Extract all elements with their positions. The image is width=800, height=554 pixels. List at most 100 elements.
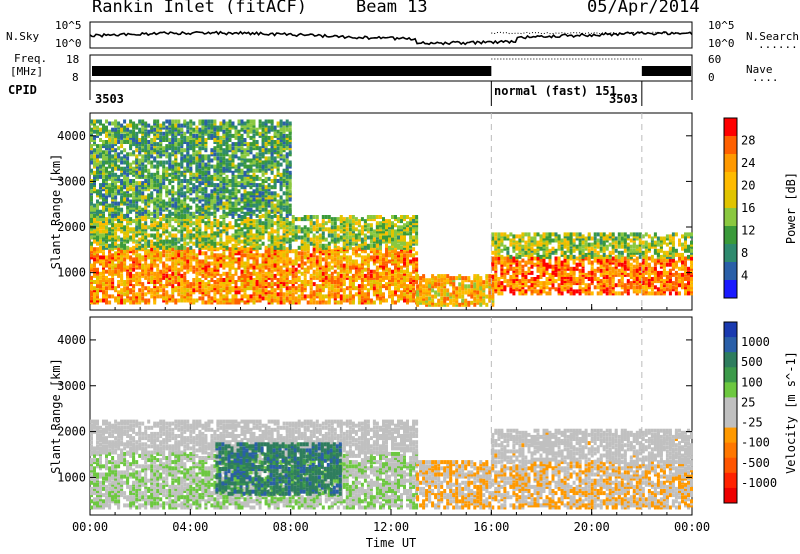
power-cell [114,237,118,242]
power-cell [330,286,334,291]
power-cell [147,239,151,244]
nave-tick-high: 60 [708,53,722,66]
power-cell [336,273,340,278]
power-cell [126,245,130,250]
power-cell [150,255,154,260]
power-cell [93,207,96,212]
power-cell [99,245,102,250]
power-cell [312,263,316,268]
power-cell [425,296,429,301]
power-cell [327,273,331,278]
power-cell [237,189,241,194]
power-cell [135,154,139,159]
power-cell [201,176,205,181]
power-cell [207,263,211,268]
power-cell [285,174,289,179]
power-cell [403,294,406,299]
power-cell [162,239,166,244]
power-cell [108,278,112,282]
power-cell [264,221,268,226]
power-cell [111,259,115,264]
power-cell [117,185,121,190]
power-cell [318,278,322,282]
power-cell [391,294,394,299]
power-cell [216,125,220,130]
power-cell [234,201,238,206]
power-cell [117,217,121,222]
power-cell [234,179,238,183]
power-cell [135,123,139,128]
power-cell [147,290,151,295]
power-cell [276,140,280,144]
power-cell [186,221,190,226]
power-cell [321,282,325,287]
power-cell [117,152,121,157]
power-cell [174,197,178,202]
power-cell [363,255,367,260]
power-cell [189,131,193,136]
power-cell [348,267,352,272]
power-cell [123,119,127,124]
power-cell [258,263,262,268]
power-cell [186,269,190,274]
power-cell [195,129,199,134]
power-cell [159,174,163,179]
power-cell [153,290,157,295]
power-cell [126,239,130,244]
power-cell [285,201,289,206]
power-cell [385,263,388,268]
power-cell [201,263,205,268]
power-cell [273,140,277,144]
power-cell [138,265,142,270]
power-cell [174,286,178,291]
power-cell [189,154,193,159]
power-cell [397,251,400,256]
power-cell [198,249,202,254]
power-cell [252,140,256,144]
power-cell [252,286,256,291]
power-cell [394,259,397,264]
power-cell [177,245,181,250]
power-cell [288,257,292,262]
power-cell [192,211,196,216]
power-cell [168,189,172,194]
power-cell [180,282,184,287]
power-cell [126,298,130,303]
power-cell [249,271,253,276]
power-cell [282,221,286,226]
power-cell [327,241,331,246]
power-cell [234,164,238,169]
power-cell [144,195,148,200]
power-cell [282,255,286,260]
power-cell [403,261,406,266]
power-cell [156,123,160,128]
power-cell [135,233,139,238]
power-cell [270,282,274,287]
power-cell [446,274,450,279]
power-cell [156,133,160,138]
power-cell [270,160,274,165]
power-cell [228,271,232,276]
power-cell [183,135,187,140]
power-cell [99,144,102,149]
power-cell [240,278,244,282]
power-cell [165,267,169,272]
power-cell [96,271,99,276]
power-cell [452,302,456,307]
power-cell [252,300,256,305]
power-cell [207,294,211,299]
power-cell [357,294,361,299]
power-cell [207,280,211,284]
power-cell [294,278,298,282]
power-cell [243,292,247,297]
power-cell [294,229,298,234]
power-cell [379,263,382,268]
power-cell [291,259,295,264]
power-cell [183,251,187,256]
power-cell [391,271,394,276]
power-cell [177,275,181,280]
power-cell [345,235,349,240]
power-cell [315,263,319,268]
power-cell [198,219,202,224]
power-cell [216,255,220,260]
